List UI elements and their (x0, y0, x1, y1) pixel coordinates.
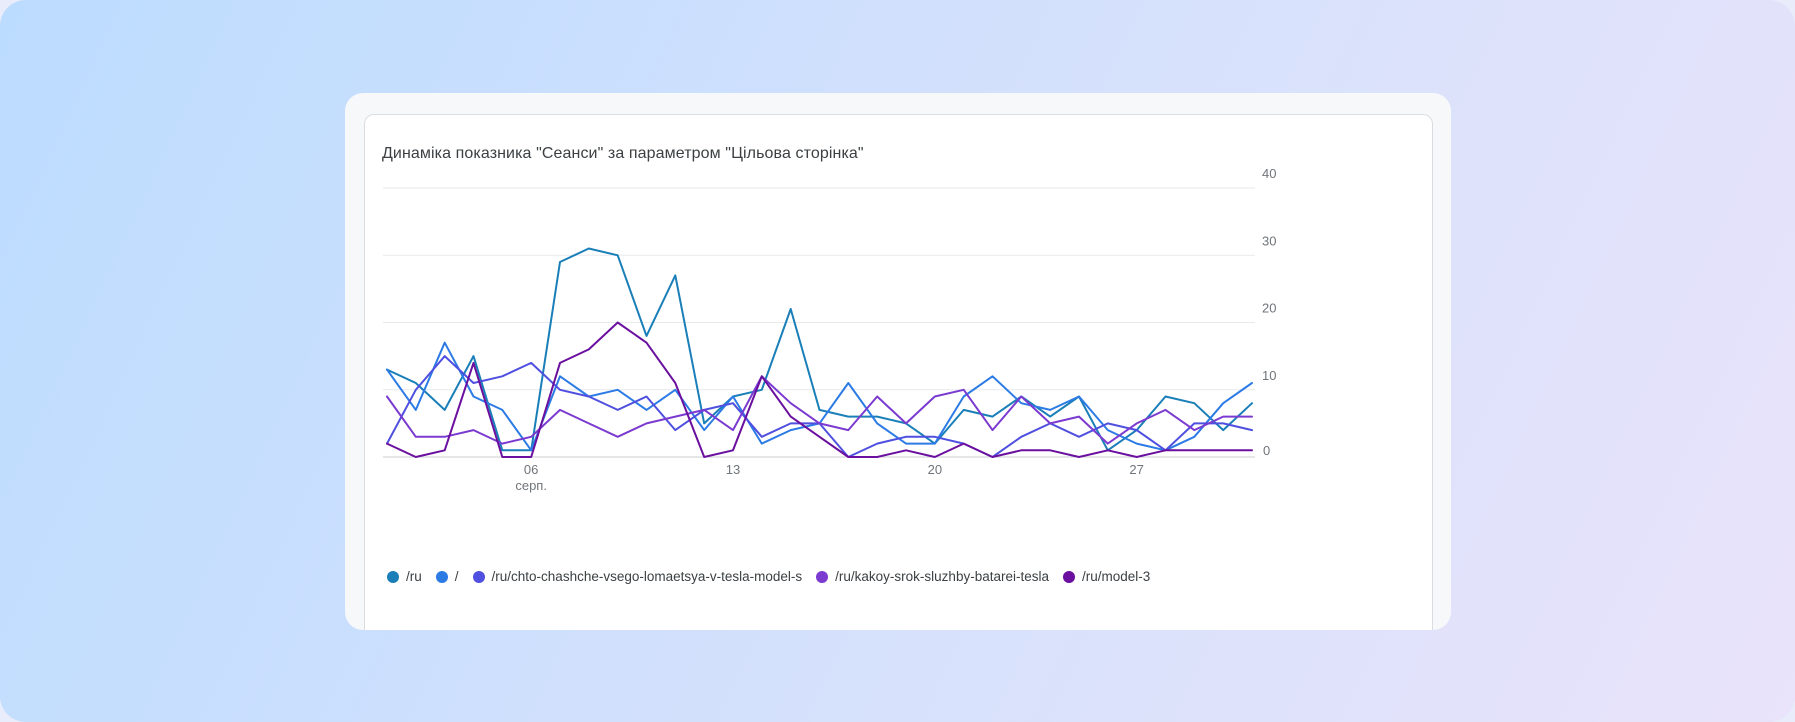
series-lines (386, 247, 1253, 458)
y-axis-ticks: 0 10 20 30 40 (1262, 166, 1276, 458)
legend-dot (816, 570, 829, 583)
series-line-1 (386, 247, 1253, 452)
legend-item[interactable]: /ru/kakoy-srok-sluzhby-batarei-tesla (816, 569, 1049, 584)
y-tick-label: 0 (1263, 443, 1270, 458)
legend-dot (435, 570, 448, 583)
series-line-5 (386, 321, 1253, 458)
grid-lines (383, 187, 1255, 458)
legend-dot (472, 570, 485, 583)
legend-item[interactable]: /ru/chto-chashche-vsego-lomaetsya-v-tesl… (472, 569, 803, 584)
legend-label: /ru/chto-chashche-vsego-lomaetsya-v-tesl… (491, 569, 803, 584)
card-frame: Динаміка показника "Сеанси" за параметро… (345, 93, 1451, 630)
y-tick-label: 40 (1262, 166, 1276, 181)
legend-label: /ru (406, 569, 422, 584)
x-tick-label: 13 (726, 462, 740, 477)
x-tick-sublabel: серп. (515, 478, 547, 493)
legend-item[interactable]: /ru/model-3 (1062, 569, 1151, 584)
x-tick-label: 27 (1129, 462, 1143, 477)
y-tick-label: 30 (1262, 233, 1276, 248)
x-tick-label: 06 (524, 462, 538, 477)
legend-dot (387, 570, 399, 583)
chart-legend: /ru / /ru/chto-chashche-vsego-lomaetsya-v-… (387, 569, 1150, 584)
legend-dot (1062, 570, 1075, 583)
legend-label: /ru/model-3 (1081, 569, 1151, 584)
legend-item[interactable]: / (435, 569, 459, 584)
x-tick-label: 20 (928, 462, 942, 477)
legend-label: / (454, 569, 459, 584)
series-line-4 (386, 375, 1253, 445)
y-tick-label: 10 (1262, 368, 1276, 383)
chart-title: Динаміка показника "Сеанси" за параметро… (382, 145, 864, 162)
y-tick-label: 20 (1262, 301, 1276, 316)
chart-card: Динаміка показника "Сеанси" за параметро… (364, 114, 1433, 630)
legend-label: /ru/kakoy-srok-sluzhby-batarei-tesla (835, 569, 1049, 584)
legend-item[interactable]: /ru (387, 569, 422, 584)
